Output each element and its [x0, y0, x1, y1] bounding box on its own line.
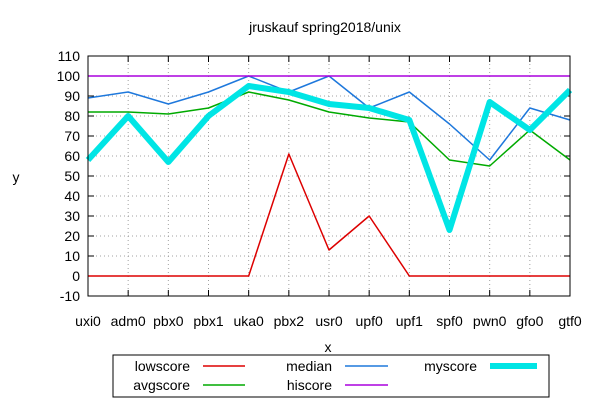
y-tick-label: 70	[64, 128, 80, 144]
y-tick-label: 100	[57, 68, 81, 84]
x-tick-label: pbx2	[274, 313, 305, 329]
series-line-myscore	[85, 83, 573, 233]
grid-lines	[87, 55, 571, 297]
chart-title: jruskauf spring2018/unix	[248, 19, 401, 35]
x-tick-label: pbx0	[153, 313, 184, 329]
y-tick-label: 50	[64, 168, 80, 184]
y-tick-label: 110	[58, 48, 81, 64]
plot-frame	[87, 55, 571, 297]
x-tick-label: pbx1	[193, 313, 224, 329]
legend: lowscore avgscore median hiscore myscore	[112, 354, 550, 398]
legend-label-hiscore: hiscore	[287, 377, 332, 393]
y-tick-label: 0	[72, 268, 80, 284]
x-tick-label: adm0	[111, 313, 146, 329]
y-tick-label: 80	[64, 108, 80, 124]
legend-label-lowscore: lowscore	[135, 358, 190, 374]
legend-label-myscore: myscore	[424, 358, 477, 374]
x-tick-label: gtf0	[558, 313, 582, 329]
x-tick-label: pwn0	[473, 313, 507, 329]
series-lines	[85, 75, 573, 277]
x-tick-label: uka0	[233, 313, 264, 329]
y-tick-label: -10	[60, 288, 80, 304]
y-tick-label: 40	[64, 188, 80, 204]
y-tick-label: 30	[64, 208, 80, 224]
legend-label-avgscore: avgscore	[133, 377, 190, 393]
x-tick-label: upf0	[356, 313, 383, 329]
series-line-lowscore	[88, 153, 570, 277]
x-tick-label: spf0	[436, 313, 463, 329]
x-axis-ticks: uxi0 adm0 pbx0 pbx1 uka0 pbx2 usr0 upf0 upf1 spf0…	[75, 56, 582, 329]
y-tick-label: 90	[64, 88, 80, 104]
y-tick-label: 10	[64, 248, 80, 264]
x-tick-label: usr0	[315, 313, 342, 329]
y-axis-label: y	[13, 169, 20, 185]
x-tick-label: uxi0	[75, 313, 101, 329]
x-tick-label: upf1	[396, 313, 423, 329]
x-tick-label: gfo0	[516, 313, 543, 329]
y-tick-label: 20	[64, 228, 80, 244]
x-axis-label: x	[325, 339, 332, 355]
series-line-avgscore	[88, 91, 571, 167]
legend-label-median: median	[286, 358, 332, 374]
legend-box	[112, 354, 550, 398]
y-tick-label: 60	[64, 148, 80, 164]
